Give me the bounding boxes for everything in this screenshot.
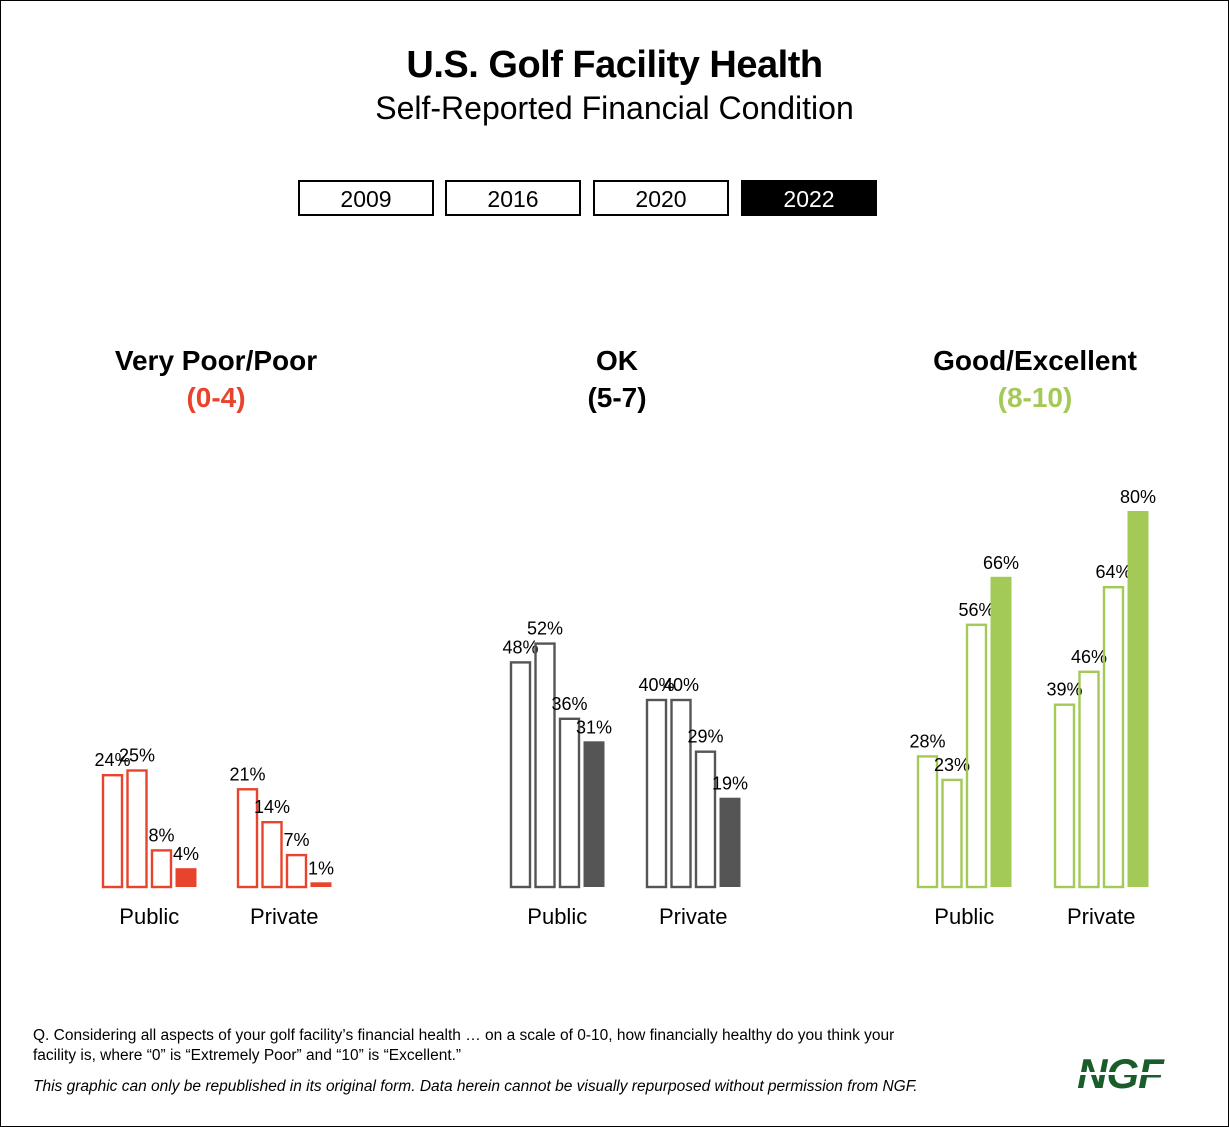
bar-poor-public-2020 bbox=[150, 849, 173, 889]
data-label-poor-public-2009: 24% bbox=[94, 750, 130, 770]
bar-poor-public-2022 bbox=[175, 868, 197, 887]
bar-good-public-2020 bbox=[965, 623, 988, 889]
footnote-line-2: facility is, where “0” is “Extremely Poo… bbox=[33, 1047, 462, 1064]
bar-ok-public-2022 bbox=[583, 741, 605, 887]
bar-chart: 24%25% 8%4% Public 21% 14% 7% 1% Private 48%52% 3… bbox=[94, 487, 1156, 929]
bar-good-public-2022 bbox=[990, 576, 1012, 887]
data-label-poor-private-2022: 1% bbox=[308, 858, 334, 878]
bar-ok-private-2016 bbox=[670, 698, 692, 889]
bar-poor-private-2020 bbox=[285, 853, 308, 889]
category-label-poor-public: Public bbox=[119, 904, 179, 929]
chart-title: U.S. Golf Facility Health bbox=[406, 44, 823, 86]
data-label-ok-public-2009: 48% bbox=[502, 637, 538, 657]
disclaimer: This graphic can only be republished in … bbox=[33, 1078, 918, 1095]
category-label-good-public: Public bbox=[934, 904, 994, 929]
data-label-ok-public-2020: 36% bbox=[551, 694, 587, 714]
bar-good-private-2016 bbox=[1078, 670, 1100, 889]
bar-ok-private-2022 bbox=[719, 797, 741, 887]
legend-item-2020: 2020 bbox=[593, 180, 729, 216]
data-label-good-public-2022: 66% bbox=[983, 553, 1019, 573]
bar-poor-public-2009 bbox=[101, 774, 124, 889]
bar-poor-private-2009 bbox=[236, 788, 259, 889]
data-label-poor-private-2016: 14% bbox=[254, 797, 290, 817]
data-label-poor-public-2022: 4% bbox=[173, 844, 199, 864]
group-range-ok: (5-7) bbox=[587, 382, 647, 413]
bar-good-private-2020 bbox=[1102, 586, 1125, 889]
bar-ok-public-2009 bbox=[509, 661, 532, 889]
data-label-good-public-2009: 28% bbox=[909, 731, 945, 751]
data-label-ok-private-2020: 29% bbox=[687, 727, 723, 747]
data-label-poor-private-2009: 21% bbox=[229, 764, 265, 784]
bar-ok-private-2020 bbox=[694, 750, 717, 889]
footnote-line-1: Q. Considering all aspects of your golf … bbox=[33, 1027, 895, 1044]
legend-item-2016: 2016 bbox=[445, 180, 581, 216]
bar-ok-public-2020 bbox=[558, 717, 581, 889]
legend-item-2022: 2022 bbox=[741, 180, 877, 216]
data-label-good-public-2020: 56% bbox=[958, 600, 994, 620]
bar-good-public-2016 bbox=[941, 778, 963, 889]
ngf-logo: NGF bbox=[1070, 1052, 1170, 1096]
data-label-ok-public-2016: 52% bbox=[527, 619, 563, 639]
bar-poor-private-2022 bbox=[310, 882, 332, 887]
data-label-poor-private-2020: 7% bbox=[283, 830, 309, 850]
category-label-ok-private: Private bbox=[659, 904, 727, 929]
category-label-good-private: Private bbox=[1067, 904, 1135, 929]
data-label-ok-private-2016: 40% bbox=[663, 675, 699, 695]
group-title-good: Good/Excellent bbox=[933, 345, 1137, 376]
group-range-poor: (0-4) bbox=[186, 382, 246, 413]
category-label-poor-private: Private bbox=[250, 904, 318, 929]
group-title-ok: OK bbox=[596, 345, 638, 376]
bar-ok-public-2016 bbox=[534, 642, 556, 889]
category-label-ok-public: Public bbox=[527, 904, 587, 929]
bar-good-private-2009 bbox=[1053, 703, 1076, 889]
ngf-logo-stripe bbox=[1070, 1072, 1170, 1075]
bar-ok-private-2009 bbox=[645, 698, 668, 889]
data-label-good-private-2020: 64% bbox=[1095, 562, 1131, 582]
data-label-poor-public-2020: 8% bbox=[148, 825, 174, 845]
group-range-good: (8-10) bbox=[997, 382, 1073, 413]
data-label-ok-private-2009: 40% bbox=[638, 675, 674, 695]
legend-item-2009: 2009 bbox=[298, 180, 434, 216]
data-label-good-private-2016: 46% bbox=[1071, 647, 1107, 667]
bar-poor-private-2016 bbox=[261, 821, 283, 889]
data-label-poor-public-2016: 25% bbox=[119, 746, 155, 766]
data-label-good-public-2016: 23% bbox=[934, 755, 970, 775]
data-label-ok-public-2022: 31% bbox=[576, 717, 612, 737]
data-label-good-private-2022: 80% bbox=[1120, 487, 1156, 507]
bar-good-public-2009 bbox=[916, 755, 939, 889]
data-label-good-private-2009: 39% bbox=[1046, 680, 1082, 700]
data-label-ok-private-2022: 19% bbox=[712, 774, 748, 794]
group-title-poor: Very Poor/Poor bbox=[114, 345, 318, 376]
bar-good-private-2022 bbox=[1127, 511, 1149, 887]
chart-subtitle: Self-Reported Financial Condition bbox=[375, 90, 854, 126]
bar-poor-public-2016 bbox=[126, 769, 148, 889]
